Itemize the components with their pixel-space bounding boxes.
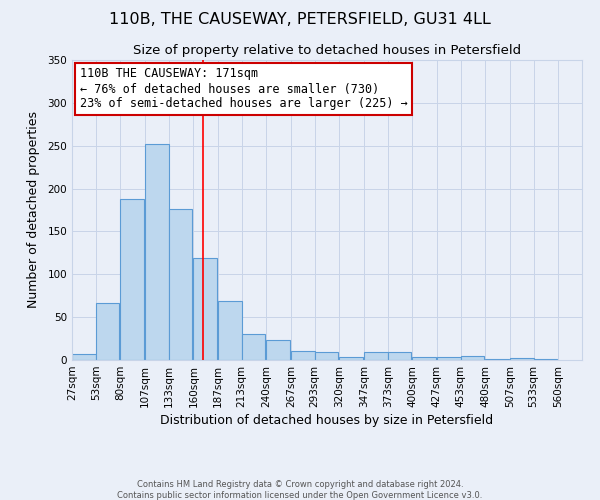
Bar xyxy=(291,350,314,360)
Bar xyxy=(412,358,436,360)
Bar xyxy=(72,354,96,360)
Bar xyxy=(121,199,144,360)
Bar xyxy=(437,358,461,360)
Bar xyxy=(169,209,193,360)
Text: 110B THE CAUSEWAY: 171sqm
← 76% of detached houses are smaller (730)
23% of semi: 110B THE CAUSEWAY: 171sqm ← 76% of detac… xyxy=(80,68,407,110)
Bar xyxy=(193,258,217,360)
Bar xyxy=(364,352,388,360)
Text: 110B, THE CAUSEWAY, PETERSFIELD, GU31 4LL: 110B, THE CAUSEWAY, PETERSFIELD, GU31 4L… xyxy=(109,12,491,28)
Bar xyxy=(96,304,119,360)
Text: Contains HM Land Registry data © Crown copyright and database right 2024.
Contai: Contains HM Land Registry data © Crown c… xyxy=(118,480,482,500)
Y-axis label: Number of detached properties: Number of detached properties xyxy=(28,112,40,308)
Bar xyxy=(485,359,509,360)
Bar xyxy=(266,340,290,360)
Bar xyxy=(145,144,169,360)
Bar xyxy=(533,359,557,360)
Bar xyxy=(388,352,412,360)
Bar xyxy=(218,301,242,360)
Title: Size of property relative to detached houses in Petersfield: Size of property relative to detached ho… xyxy=(133,44,521,58)
Bar xyxy=(242,334,265,360)
Bar xyxy=(340,358,363,360)
X-axis label: Distribution of detached houses by size in Petersfield: Distribution of detached houses by size … xyxy=(160,414,494,427)
Bar xyxy=(461,356,484,360)
Bar xyxy=(510,358,533,360)
Bar xyxy=(314,352,338,360)
